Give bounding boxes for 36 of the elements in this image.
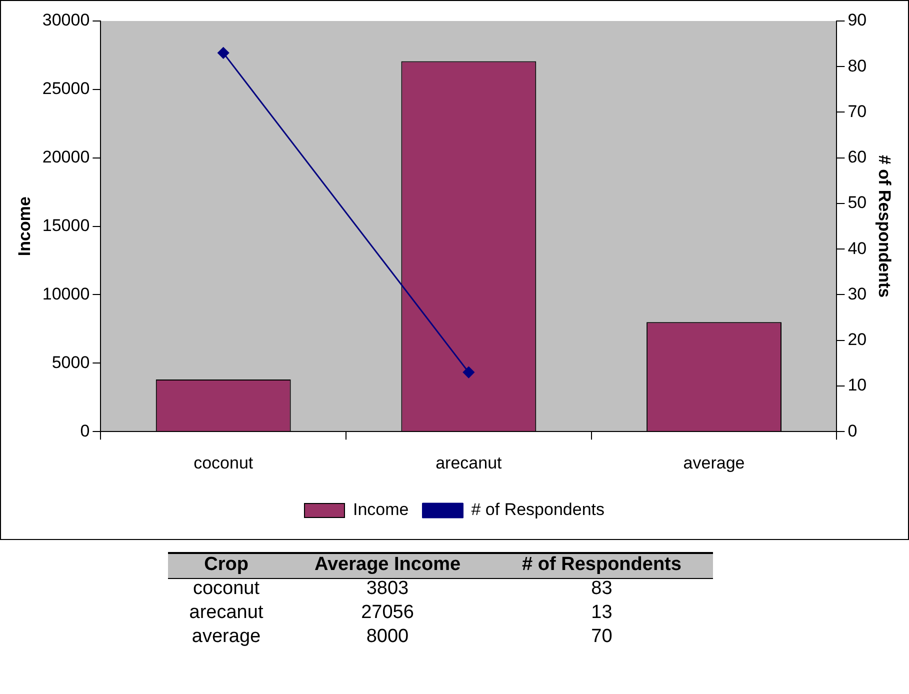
y-tick-label: 10000 [42,284,90,304]
x-tick-label: coconut [194,453,254,472]
data-label: 70 [590,625,614,649]
y-tick-label: 30000 [42,10,90,30]
text: Average Income [313,553,462,577]
y-tick-label: 20000 [42,148,90,167]
category-label: arecanut [188,601,264,625]
text: # of Respondents [521,553,682,577]
y2-tick-label: 10 [848,376,867,395]
y-tick-label: 15000 [42,216,90,235]
y2-tick-label: 60 [848,148,867,167]
x-tick-label: average [683,453,745,472]
y2-tick-label: 50 [848,193,867,212]
y2-tick-label: 30 [848,284,867,304]
y2-tick-label: 90 [848,10,867,30]
y-tick-label: 0 [80,421,90,440]
y2-axis-title: # of Respondents [875,154,894,298]
data-label: 27056 [360,601,415,625]
category-label: coconut [192,577,261,601]
y2-tick-label: 80 [848,56,867,76]
data-label: 8000 [365,625,410,649]
legend-label: Income [352,500,409,520]
legend-label: # of Respondents [471,500,605,520]
data-label: 83 [590,577,614,601]
y2-tick-label: 0 [848,421,858,440]
x-tick-label: arecanut [436,453,502,472]
data-label: 3803 [365,577,410,601]
data-label: 13 [590,601,614,625]
y-tick-label: 25000 [42,79,90,98]
text: Crop [203,553,250,577]
y2-tick-label: 70 [848,102,867,121]
y2-tick-label: 20 [848,330,867,350]
y-tick-label: 5000 [52,352,90,372]
y2-tick-label: 40 [848,238,867,258]
y-axis-title: Income [14,196,34,256]
category-label: average [190,625,262,649]
